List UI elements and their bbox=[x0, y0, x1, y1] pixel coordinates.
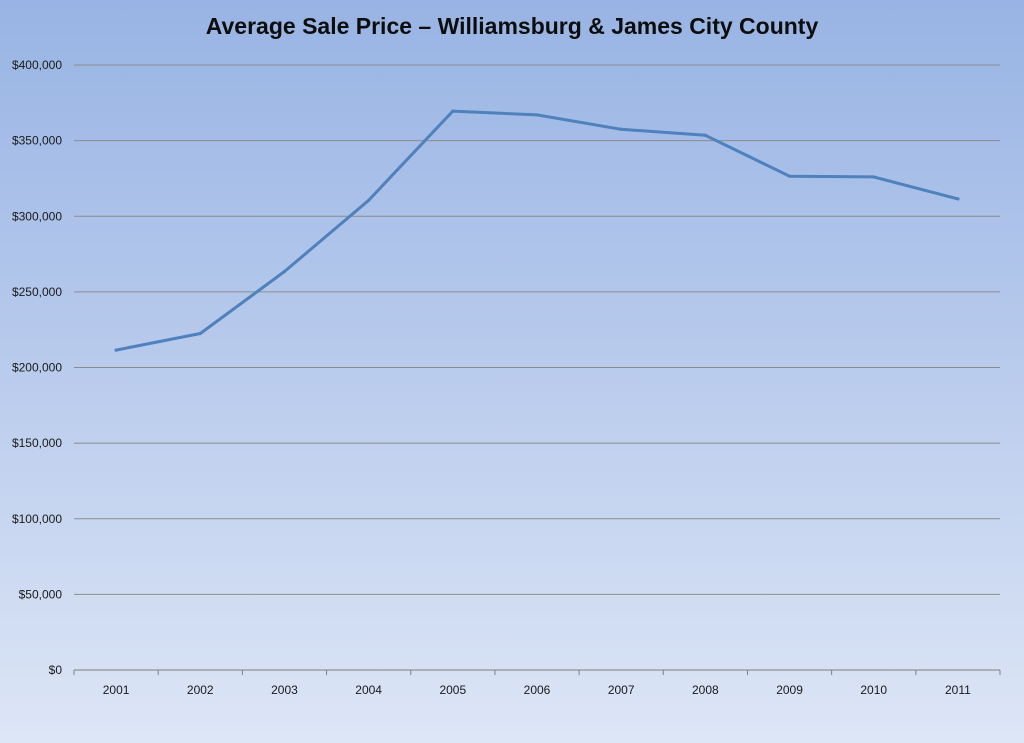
x-tick-label: 2004 bbox=[355, 683, 382, 697]
x-tick-label: 2007 bbox=[608, 683, 635, 697]
y-tick-label: $300,000 bbox=[12, 209, 62, 223]
y-tick-label: $50,000 bbox=[19, 587, 63, 601]
x-tick-label: 2008 bbox=[692, 683, 719, 697]
y-tick-label: $350,000 bbox=[12, 134, 62, 148]
data-point bbox=[703, 133, 707, 137]
series-line bbox=[114, 109, 960, 352]
data-point bbox=[282, 269, 287, 274]
y-tick-label: $0 bbox=[49, 663, 63, 677]
x-tick-label: 2009 bbox=[776, 683, 803, 697]
x-tick-label: 2006 bbox=[524, 683, 551, 697]
data-point bbox=[619, 127, 623, 131]
x-tick-label: 2011 bbox=[945, 683, 971, 697]
x-tick-label: 2005 bbox=[439, 683, 466, 697]
data-point bbox=[114, 348, 118, 352]
data-point bbox=[451, 109, 455, 113]
data-point bbox=[872, 175, 876, 179]
x-tick-label: 2002 bbox=[187, 683, 214, 697]
data-point bbox=[535, 113, 539, 117]
data-point bbox=[367, 198, 371, 202]
y-tick-label: $250,000 bbox=[12, 285, 62, 299]
x-tick-label: 2001 bbox=[103, 683, 130, 697]
chart-title: Average Sale Price – Williamsburg & Jame… bbox=[205, 13, 819, 39]
data-point bbox=[787, 174, 792, 178]
y-tick-label: $400,000 bbox=[12, 58, 62, 72]
data-point bbox=[198, 331, 202, 336]
y-tick-label: $200,000 bbox=[12, 361, 62, 375]
x-tick-label: 2010 bbox=[860, 683, 887, 697]
x-tick-label: 2003 bbox=[271, 683, 298, 697]
y-tick-label: $150,000 bbox=[12, 436, 62, 450]
y-tick-label: $100,000 bbox=[12, 512, 62, 526]
data-point bbox=[956, 197, 960, 201]
